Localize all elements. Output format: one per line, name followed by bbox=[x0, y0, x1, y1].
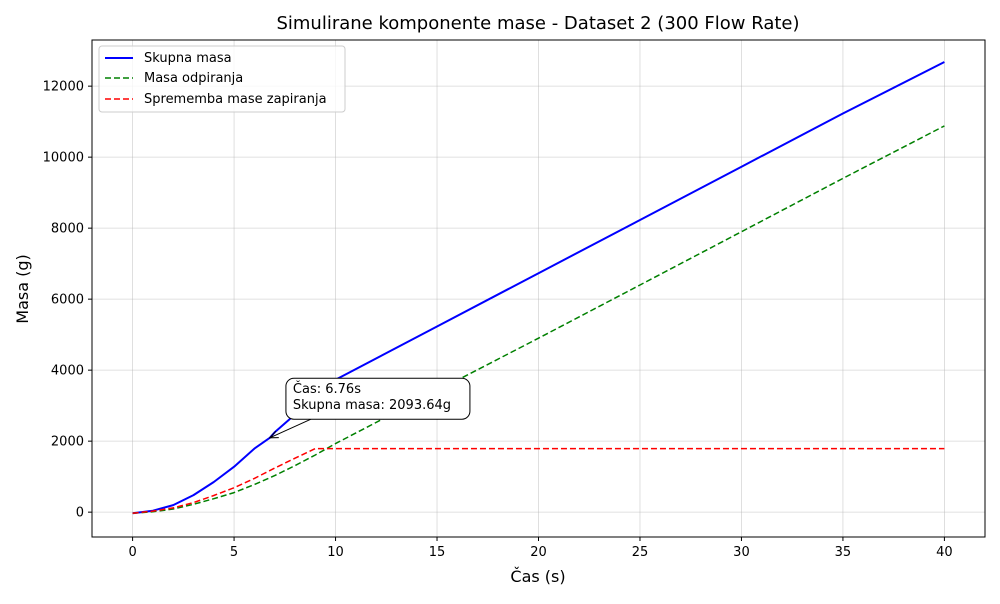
legend-label-masa-odpiranja: Masa odpiranja bbox=[144, 71, 243, 86]
x-tick-label: 5 bbox=[230, 545, 238, 560]
annotation-time-label: Čas: 6.76s bbox=[293, 381, 361, 397]
y-tick-label: 0 bbox=[76, 506, 84, 521]
y-tick-label: 2000 bbox=[51, 435, 84, 450]
y-tick-label: 10000 bbox=[43, 151, 84, 166]
legend-label-skupna-masa: Skupna masa bbox=[144, 51, 232, 66]
legend-label-sprememba-mase-zapiranja: Sprememba mase zapiranja bbox=[144, 92, 327, 107]
y-tick-label: 12000 bbox=[43, 80, 84, 95]
x-tick-label: 10 bbox=[327, 545, 344, 560]
x-tick-label: 15 bbox=[429, 545, 446, 560]
legend-box bbox=[98, 45, 346, 113]
annotation: Čas: 6.76s Skupna masa: 2093.64g bbox=[268, 377, 471, 439]
x-tick-label: 25 bbox=[632, 545, 649, 560]
y-axis: 0 2000 4000 6000 8000 10000 12000 bbox=[43, 80, 92, 521]
legend: Skupna masa Masa odpiranja Sprememba mas… bbox=[98, 45, 346, 113]
x-axis: 0 5 10 15 20 25 30 35 40 bbox=[128, 537, 953, 560]
chart-title: Simulirane komponente mase - Dataset 2 (… bbox=[276, 13, 799, 34]
series-group bbox=[132, 61, 945, 515]
y-axis-title: Masa (g) bbox=[13, 254, 32, 323]
x-tick-label: 0 bbox=[128, 545, 136, 560]
x-tick-label: 40 bbox=[936, 545, 953, 560]
y-tick-label: 8000 bbox=[51, 222, 84, 237]
series-line-2 bbox=[132, 447, 945, 514]
annotation-mass-label: Skupna masa: 2093.64g bbox=[293, 398, 451, 413]
series-line-0 bbox=[132, 61, 945, 515]
x-tick-label: 20 bbox=[530, 545, 547, 560]
grid bbox=[92, 40, 985, 537]
x-axis-title: Čas (s) bbox=[510, 567, 565, 586]
y-tick-label: 6000 bbox=[51, 293, 84, 308]
x-tick-label: 30 bbox=[733, 545, 750, 560]
y-tick-label: 4000 bbox=[51, 364, 84, 379]
series-line-1 bbox=[132, 125, 945, 514]
annotation-box bbox=[285, 377, 471, 420]
annotation-arrow bbox=[269, 418, 312, 439]
annotation-arrowhead bbox=[268, 430, 279, 439]
x-tick-label: 35 bbox=[835, 545, 852, 560]
